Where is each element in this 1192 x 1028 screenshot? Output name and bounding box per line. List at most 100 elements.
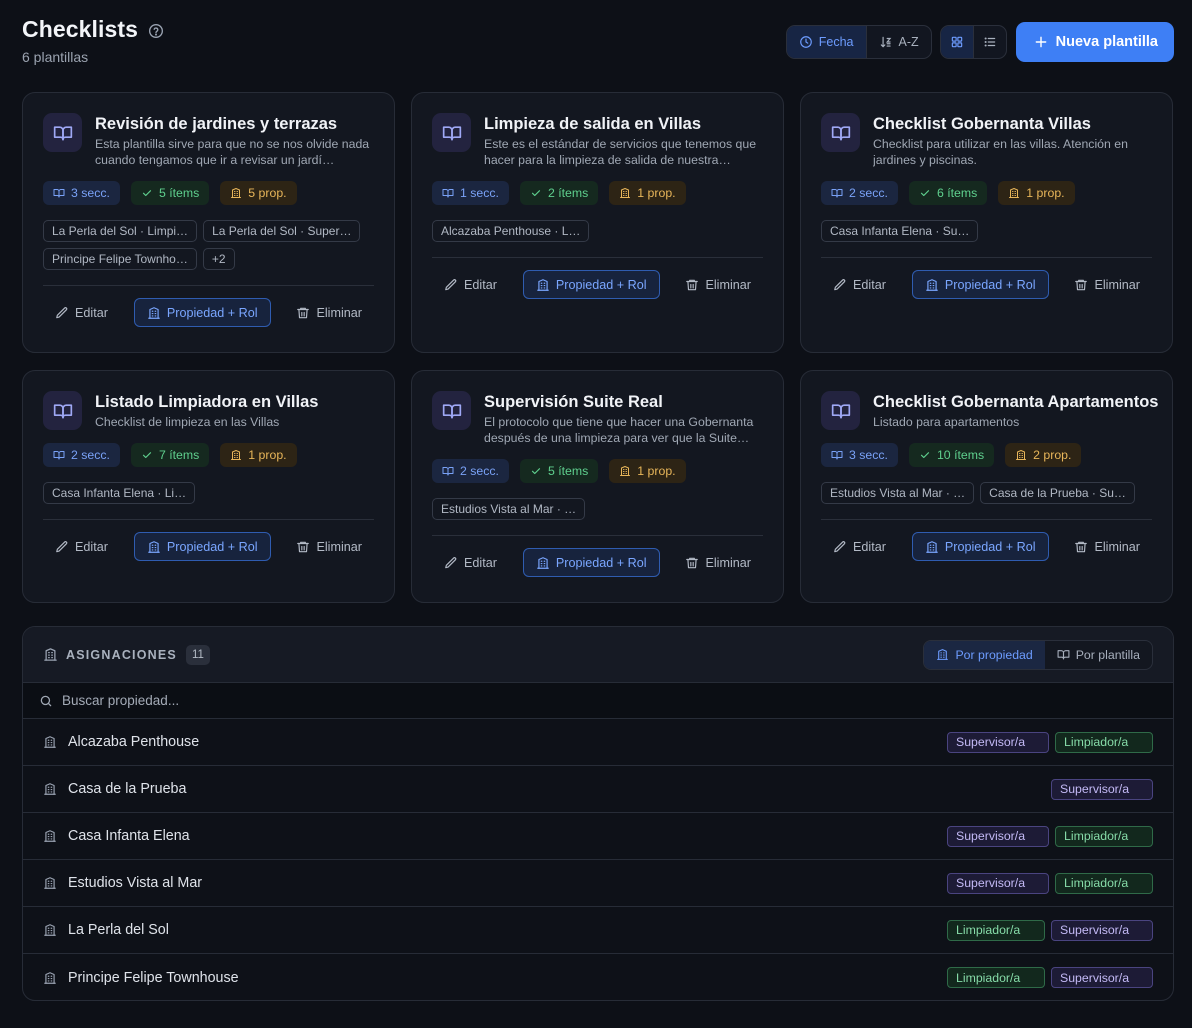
card-stats: 3 secc. 10 ítems 2 prop. (821, 443, 1152, 467)
book-open-icon (831, 187, 843, 199)
delete-button[interactable]: Eliminar (296, 532, 362, 561)
properties-chip: 1 prop. (609, 459, 686, 483)
properties-count: 5 prop. (248, 186, 287, 200)
template-card[interactable]: Revisión de jardines y terrazas Esta pla… (22, 92, 395, 353)
role-badge[interactable]: Supervisor/a (947, 872, 1049, 894)
property-role-tag: Casa Infanta Elena · Su… (821, 220, 979, 242)
role-badge[interactable]: Limpiador/a (1055, 825, 1153, 847)
building-icon (925, 540, 939, 554)
delete-button[interactable]: Eliminar (685, 548, 751, 577)
assignments-title: ASIGNACIONES (66, 647, 177, 662)
assignment-row[interactable]: La Perla del Sol Limpiador/a Supervisor/a (23, 907, 1173, 954)
property-name: Principe Felipe Townhouse (68, 969, 239, 986)
property-role-tag: Casa Infanta Elena · Li… (43, 482, 196, 504)
card-actions: Editar Propiedad + Rol Eliminar (43, 286, 374, 327)
card-divider (432, 257, 763, 258)
book-open-icon (43, 113, 82, 152)
assignment-row[interactable]: Alcazaba Penthouse Supervisor/a Limpiador… (23, 719, 1173, 766)
check-icon (919, 449, 931, 461)
delete-button[interactable]: Eliminar (685, 270, 751, 299)
edit-label: Editar (853, 539, 886, 554)
items-count: 6 ítems (936, 186, 978, 200)
assign-label: Propiedad + Rol (166, 539, 258, 554)
page-header: Checklists 6 plantillas Fecha A-Z (22, 16, 1174, 68)
assign-property-role-button[interactable]: Propiedad + Rol (133, 532, 271, 561)
property-name: Estudios Vista al Mar (68, 875, 203, 891)
edit-button[interactable]: Editar (833, 270, 886, 299)
role-badge[interactable]: Supervisor/a (947, 731, 1049, 753)
card-tags: Casa Infanta Elena · Li… (43, 482, 374, 504)
building-icon (536, 556, 550, 570)
assignments-header: ASIGNACIONES 11 Por propiedad Por planti… (23, 627, 1173, 683)
card-title: Revisión de jardines y terrazas (95, 115, 338, 133)
card-description: Checklist para utilizar en las villas. A… (873, 137, 1128, 167)
template-card[interactable]: Checklist Gobernanta Villas Checklist pa… (800, 92, 1173, 353)
plus-icon (1034, 35, 1048, 49)
building-icon (619, 465, 631, 477)
list-view-button[interactable] (972, 26, 1006, 58)
delete-button[interactable]: Eliminar (1074, 270, 1140, 299)
page-subtitle: 6 plantillas (22, 49, 89, 65)
delete-button[interactable]: Eliminar (296, 298, 362, 327)
assignment-row[interactable]: Casa Infanta Elena Supervisor/a Limpiador… (23, 813, 1173, 860)
template-card[interactable]: Supervisión Suite Real El protocolo que … (411, 370, 784, 603)
edit-button[interactable]: Editar (444, 270, 497, 299)
role-badge[interactable]: Limpiador/a (947, 967, 1045, 988)
card-description: Checklist de limpieza en las Villas (95, 415, 280, 429)
book-open-icon (442, 187, 454, 199)
role-badge[interactable]: Limpiador/a (1055, 731, 1153, 753)
edit-button[interactable]: Editar (55, 298, 108, 327)
building-icon (536, 278, 550, 292)
assign-label: Propiedad + Rol (944, 539, 1036, 554)
assignment-row[interactable]: Casa de la Prueba Supervisor/a (23, 766, 1173, 813)
property-search-input[interactable] (62, 693, 462, 708)
assign-property-role-button[interactable]: Propiedad + Rol (911, 532, 1049, 561)
new-template-button[interactable]: Nueva plantilla (1015, 22, 1174, 62)
assignment-row[interactable]: Estudios Vista al Mar Supervisor/a Limpia… (23, 860, 1173, 907)
card-divider (821, 519, 1152, 520)
help-circle-icon[interactable] (148, 23, 164, 39)
sort-by-date-button[interactable]: Fecha (786, 26, 866, 58)
building-icon (43, 735, 68, 749)
template-card[interactable]: Checklist Gobernanta Apartamentos Listad… (800, 370, 1173, 603)
sort-az-label: A-Z (898, 35, 919, 49)
property-name: Casa de la Prueba (68, 781, 187, 797)
delete-label: Eliminar (316, 305, 362, 320)
grid-view-button[interactable] (940, 26, 973, 58)
role-badge[interactable]: Limpiador/a (947, 919, 1045, 941)
role-badge[interactable]: Limpiador/a (1055, 872, 1153, 894)
assignment-row[interactable]: Principe Felipe Townhouse Limpiador/a Sup… (23, 954, 1173, 1000)
property-role-tag: La Perla del Sol · Limpi… (43, 220, 198, 242)
assign-property-role-button[interactable]: Propiedad + Rol (522, 548, 660, 577)
trash-icon (296, 306, 310, 320)
role-badge[interactable]: Supervisor/a (1051, 919, 1153, 941)
assign-property-role-button[interactable]: Propiedad + Rol (911, 270, 1049, 299)
sort-az-button[interactable]: A-Z (865, 26, 931, 58)
role-badge[interactable]: Supervisor/a (947, 825, 1049, 847)
delete-button[interactable]: Eliminar (1074, 532, 1140, 561)
assign-property-role-button[interactable]: Propiedad + Rol (133, 298, 271, 327)
by-property-button[interactable]: Por propiedad (924, 640, 1045, 669)
templates-grid: Revisión de jardines y terrazas Esta pla… (22, 92, 1174, 603)
role-badge[interactable]: Supervisor/a (1051, 778, 1153, 800)
card-title: Supervisión Suite Real (484, 393, 663, 411)
check-icon (919, 187, 931, 199)
items-chip: 6 ítems (908, 181, 988, 205)
role-badge[interactable]: Supervisor/a (1051, 967, 1153, 988)
properties-chip: 2 prop. (1005, 443, 1082, 467)
card-tags: Casa Infanta Elena · Su… (821, 220, 1152, 242)
trash-icon (1074, 540, 1088, 554)
items-chip: 5 ítems (519, 459, 599, 483)
edit-button[interactable]: Editar (833, 532, 886, 561)
book-open-icon (1057, 648, 1070, 661)
assignments-panel: ASIGNACIONES 11 Por propiedad Por planti… (22, 626, 1174, 1001)
by-template-button[interactable]: Por plantilla (1045, 641, 1152, 669)
card-actions: Editar Propiedad + Rol Eliminar (821, 520, 1152, 561)
assign-property-role-button[interactable]: Propiedad + Rol (522, 270, 660, 299)
trash-icon (685, 278, 699, 292)
template-card[interactable]: Limpieza de salida en Villas Este es el … (411, 92, 784, 353)
edit-button[interactable]: Editar (444, 548, 497, 577)
template-card[interactable]: Listado Limpiadora en Villas Checklist d… (22, 370, 395, 603)
items-count: 2 ítems (547, 186, 589, 200)
edit-button[interactable]: Editar (55, 532, 108, 561)
